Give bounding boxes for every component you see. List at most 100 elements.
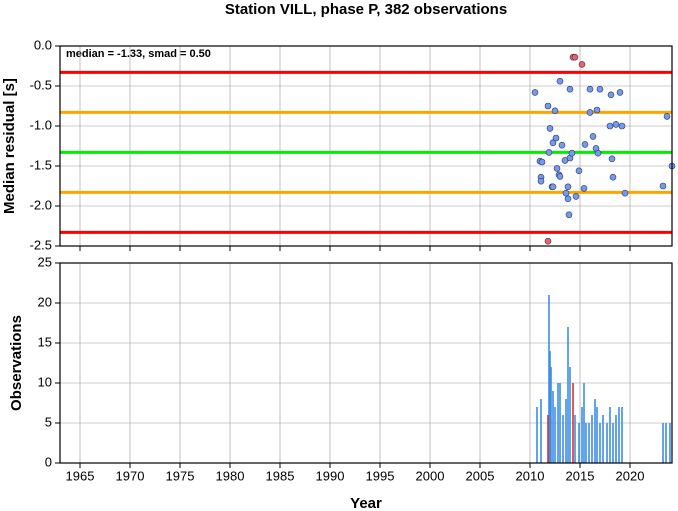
bar bbox=[547, 415, 549, 463]
bar bbox=[536, 407, 538, 463]
bar bbox=[591, 415, 593, 463]
point bbox=[562, 189, 570, 197]
point bbox=[659, 182, 667, 190]
point bbox=[596, 85, 604, 93]
y-tick-label: 15 bbox=[38, 334, 52, 349]
point bbox=[607, 91, 615, 99]
bar bbox=[557, 383, 559, 463]
point bbox=[556, 173, 564, 180]
bar bbox=[594, 399, 596, 463]
bar bbox=[665, 423, 667, 463]
bar bbox=[559, 383, 561, 463]
y-tick-label: 25 bbox=[38, 254, 52, 269]
bar bbox=[669, 423, 671, 463]
bar bbox=[548, 295, 550, 463]
bar bbox=[565, 399, 567, 463]
point bbox=[606, 122, 614, 130]
y-tick-label: -2.5 bbox=[30, 237, 52, 252]
annotation: median = -1.33, smad = 0.50 bbox=[66, 48, 211, 60]
bar bbox=[618, 407, 620, 463]
point bbox=[593, 106, 601, 114]
bar bbox=[602, 415, 604, 463]
point bbox=[558, 141, 566, 149]
point bbox=[594, 149, 602, 157]
point bbox=[608, 155, 616, 163]
y-tick-label: 10 bbox=[38, 374, 52, 389]
y-tick-label: 0 bbox=[45, 454, 52, 469]
point bbox=[616, 89, 624, 96]
bar bbox=[540, 399, 542, 463]
y-tick-label: 0.0 bbox=[34, 37, 52, 52]
point bbox=[578, 61, 586, 68]
y-tick-label: -2.0 bbox=[30, 197, 52, 212]
x-tick-label: 2015 bbox=[566, 468, 595, 483]
bar bbox=[612, 423, 614, 463]
point bbox=[586, 109, 594, 116]
y-tick-label: -1.0 bbox=[30, 117, 52, 132]
bar bbox=[599, 423, 601, 463]
point bbox=[538, 158, 546, 166]
point bbox=[549, 183, 557, 191]
x-tick-label: 2005 bbox=[466, 468, 495, 483]
bar bbox=[615, 415, 617, 463]
y-axis-label: Median residual [s] bbox=[1, 78, 18, 214]
y-tick-label: -1.5 bbox=[30, 157, 52, 172]
bar bbox=[596, 407, 598, 463]
point bbox=[621, 189, 629, 197]
point bbox=[580, 185, 588, 192]
point bbox=[612, 121, 620, 128]
panel: 0.0 -0.5 -1.0 -1.5 -2.0 -2.5 bbox=[30, 37, 676, 252]
point bbox=[551, 107, 559, 115]
x-tick-label: 2020 bbox=[616, 468, 645, 483]
bar bbox=[662, 423, 664, 463]
point bbox=[566, 85, 574, 93]
x-tick-label: 1965 bbox=[66, 468, 95, 483]
point bbox=[589, 133, 597, 140]
point bbox=[568, 149, 576, 157]
x-tick-label: 1995 bbox=[366, 468, 395, 483]
point bbox=[544, 237, 552, 245]
point bbox=[553, 165, 561, 172]
panel: 1965 1970 1975 1980 1985 1990 1995 2000 2005 2010… bbox=[38, 254, 673, 483]
bar bbox=[606, 423, 608, 463]
bar bbox=[583, 383, 585, 463]
point bbox=[556, 77, 564, 85]
y-axis-label: Observations bbox=[8, 315, 25, 411]
point bbox=[571, 53, 579, 61]
point bbox=[564, 195, 572, 203]
bar bbox=[572, 383, 574, 463]
point bbox=[565, 211, 573, 219]
point bbox=[609, 173, 617, 181]
point bbox=[552, 134, 560, 142]
x-tick-label: 2010 bbox=[516, 468, 545, 483]
bar bbox=[562, 415, 564, 463]
bar bbox=[567, 327, 569, 463]
bar bbox=[578, 423, 580, 463]
plot-frame bbox=[59, 45, 673, 247]
x-axis-label: Year bbox=[350, 495, 382, 511]
x-tick-label: 1980 bbox=[216, 468, 245, 483]
point bbox=[549, 139, 557, 147]
point bbox=[586, 85, 594, 93]
x-tick-label: 1970 bbox=[116, 468, 145, 483]
bar bbox=[552, 391, 554, 463]
bar bbox=[550, 367, 552, 463]
point bbox=[572, 193, 580, 200]
x-tick-label: 2000 bbox=[416, 468, 445, 483]
bar bbox=[621, 407, 623, 463]
point bbox=[545, 149, 553, 156]
x-tick-label: 1985 bbox=[266, 468, 295, 483]
y-tick-label: -0.5 bbox=[30, 77, 52, 92]
bar bbox=[549, 351, 551, 463]
x-tick-label: 1975 bbox=[166, 468, 195, 483]
bar bbox=[581, 407, 583, 463]
bar bbox=[574, 415, 576, 463]
y-tick-label: 5 bbox=[45, 414, 52, 429]
bar bbox=[569, 367, 571, 463]
point bbox=[544, 102, 552, 110]
x-tick-label: 1990 bbox=[316, 468, 345, 483]
point bbox=[531, 89, 539, 96]
point bbox=[537, 177, 545, 185]
